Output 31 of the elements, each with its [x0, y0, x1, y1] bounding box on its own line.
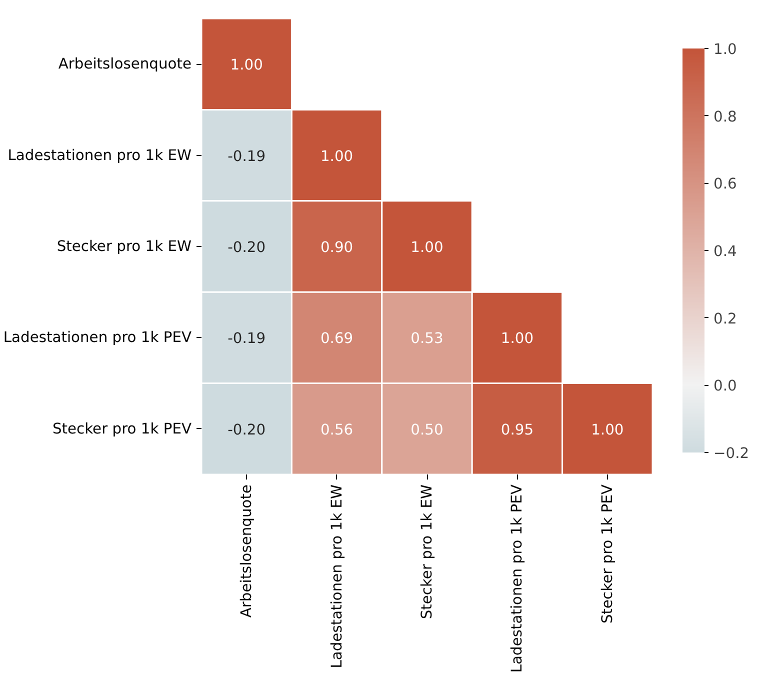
color-bar-label: 0.4 — [714, 243, 737, 260]
data-label: 0.56 — [320, 421, 354, 438]
y-tick-label: Stecker pro 1k PEV — [52, 420, 192, 438]
y-tick-label: Ladestationen pro 1k PEV — [3, 329, 192, 346]
data-label: -0.20 — [228, 239, 266, 256]
x-tick-label: Ladestationen pro 1k EW — [328, 484, 346, 668]
data-label: 1.00 — [500, 330, 534, 348]
data-label: 1.00 — [591, 421, 624, 438]
x-tick-label: Ladestationen pro 1k PEV — [508, 484, 526, 673]
data-label: 1.00 — [410, 239, 444, 256]
data-label: 1.00 — [230, 56, 263, 74]
color-bar-label: −0.2 — [714, 445, 750, 462]
x-tick-label: Stecker pro 1k PEV — [598, 484, 616, 624]
color-bar-label: 0.6 — [714, 176, 737, 193]
data-label: 0.69 — [320, 330, 354, 348]
y-tick-label: Arbeitslosenquote — [58, 56, 192, 73]
data-label: -0.19 — [228, 148, 266, 165]
color-bar-label: 1.0 — [714, 41, 737, 58]
x-tick-label: Stecker pro 1k EW — [418, 484, 436, 620]
data-label: 0.53 — [410, 330, 444, 348]
y-tick-label: Stecker pro 1k EW — [56, 238, 192, 255]
data-label: -0.19 — [228, 330, 266, 348]
color-bar-label: 0.2 — [714, 310, 737, 328]
color-bar-label: 0.0 — [714, 378, 737, 395]
data-label: 1.00 — [320, 148, 354, 165]
color-bar-label: 0.8 — [714, 108, 737, 126]
data-label: -0.20 — [228, 421, 266, 438]
data-label: 0.95 — [500, 421, 534, 438]
y-tick-label: Ladestationen pro 1k EW — [8, 146, 192, 164]
data-label: 0.90 — [320, 239, 354, 256]
data-label: 0.50 — [410, 421, 444, 438]
